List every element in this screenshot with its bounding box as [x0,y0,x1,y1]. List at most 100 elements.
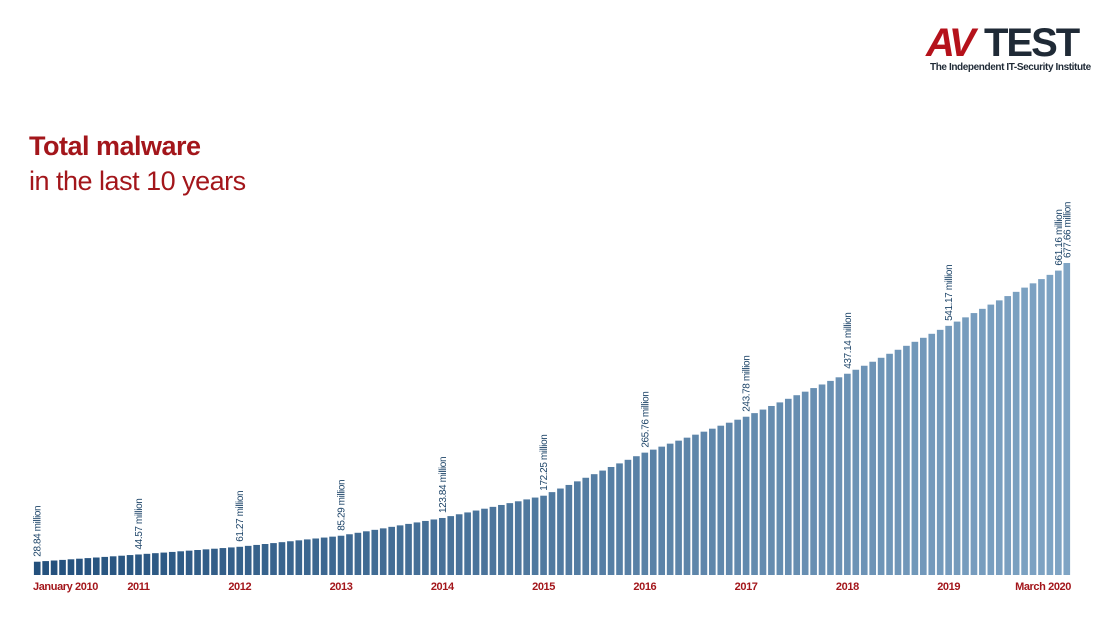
bar [396,525,404,575]
bar [168,551,176,575]
bar [1029,283,1037,575]
bar [1004,296,1012,575]
bar [50,560,58,575]
chart-title: Total malware [29,131,201,161]
bar [270,543,277,575]
bar [413,522,421,575]
bar [835,377,843,575]
bar [607,466,615,575]
bar [101,556,109,575]
bar [363,531,370,575]
bar [860,365,868,575]
x-tick-label: 2012 [228,581,251,593]
bar [869,361,877,575]
value-label: 61.27 million [235,491,246,542]
bar [126,555,134,575]
bar [227,547,235,575]
bar [886,353,893,575]
value-label: 243.78 million [742,356,753,412]
value-label: 85.29 million [337,480,348,531]
value-label: 437.14 million [843,313,854,369]
bar [751,413,758,575]
bar [573,481,581,575]
value-label: 661.16 million [1054,209,1065,265]
bar [641,452,649,575]
bar [616,463,623,575]
bar [801,391,809,575]
value-label: 123.84 million [438,457,449,513]
bar [523,499,531,575]
bar [557,488,564,575]
bar [211,548,218,575]
bar [295,540,303,575]
bar [649,449,657,575]
bar [59,559,66,575]
bar [793,395,801,575]
bar [379,528,387,575]
bar [852,369,860,575]
value-label: 44.57 million [134,499,145,550]
value-label: 265.76 million [640,392,651,448]
bar [152,553,159,575]
bar [303,539,311,575]
bar [734,419,741,575]
bar [67,559,75,575]
bar [489,506,497,575]
bar [903,345,910,575]
x-tick-label: 2011 [127,581,150,593]
bar [768,405,775,575]
logo: AV TEST The Independent IT-Security Inst… [925,21,1092,73]
bar [244,545,252,575]
bar [202,549,210,575]
x-tick-label: 2015 [532,581,555,593]
bar [928,333,936,575]
bar [987,304,995,575]
bar [776,402,784,575]
bar [405,523,412,575]
bar [430,519,438,575]
bar [506,503,514,575]
bar [278,542,286,575]
bar [236,546,244,575]
bar [666,443,674,575]
value-label: 677.66 million [1062,202,1073,258]
bar [84,558,92,575]
bar [700,431,708,575]
bar [194,549,201,575]
bar [953,321,961,575]
bar [725,422,733,575]
bar [354,532,362,575]
x-tick-label: 2017 [735,581,758,593]
bar [717,425,725,575]
bar [548,492,556,575]
bar [76,558,83,575]
bar [253,544,260,575]
bar [784,398,792,575]
x-tick-label: 2016 [633,581,656,593]
bar [633,456,640,575]
x-tick-label: 2019 [937,581,960,593]
bar [320,537,328,575]
bar [742,416,750,575]
bar [160,552,168,575]
bar [590,474,598,575]
value-label: 172.25 million [539,435,550,491]
bar [565,484,573,575]
bar [540,495,547,575]
bar [464,512,471,575]
bar [759,409,767,575]
bar [919,337,927,575]
bar [143,553,151,575]
x-tick-label: 2014 [431,581,455,593]
bar [455,514,463,575]
bar [337,535,345,575]
bar [329,536,336,575]
bar [447,516,455,575]
x-tick-label: January 2010 [33,581,98,593]
bar [177,551,185,575]
bar [810,388,817,575]
bar [42,561,49,575]
bar [911,341,919,575]
bar [624,459,632,575]
